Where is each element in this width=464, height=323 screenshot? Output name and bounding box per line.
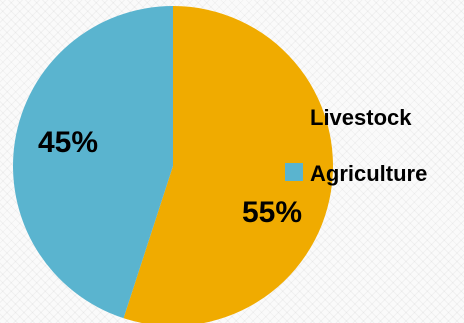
pie-slice-agriculture: [13, 6, 173, 319]
chart-legend: Livestock Agriculture: [285, 105, 427, 186]
pie-data-labels: 55% 45%: [38, 126, 302, 229]
legend-swatch-agriculture: [285, 163, 303, 181]
pie-slice-livestock: [123, 6, 333, 323]
legend-item-livestock: Livestock: [310, 105, 412, 130]
pie-slices: [13, 6, 333, 323]
legend-label-agriculture: Agriculture: [310, 161, 427, 186]
legend-item-agriculture: Agriculture: [285, 161, 427, 186]
data-label-agriculture: 45%: [38, 126, 98, 159]
legend-label-livestock: Livestock: [310, 105, 412, 130]
data-label-livestock: 55%: [242, 196, 302, 229]
